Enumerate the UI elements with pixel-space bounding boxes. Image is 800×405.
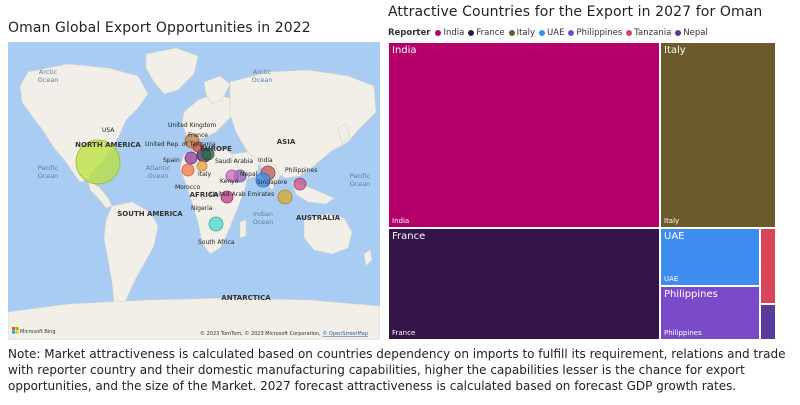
bubble-kenya[interactable] — [225, 169, 239, 183]
map-visual[interactable]: Arctic Ocean Arctic Ocean Pacific Ocean Atl… — [8, 42, 380, 340]
tile-label: Philippines — [664, 289, 718, 300]
tile-label: France — [392, 231, 426, 242]
region-label-north-america: NORTH AMERICA — [75, 141, 141, 149]
bubble-nigeria[interactable] — [220, 190, 234, 204]
tile-sublabel: France — [392, 329, 416, 337]
country-label-france: France — [188, 132, 208, 139]
map-attribution: © 2023 TomTom, © 2023 Microsoft Corporat… — [200, 330, 368, 337]
country-label-united-kingdom: United Kingdom — [168, 122, 216, 129]
ocean-label-arctic-1: Arctic Ocean — [38, 68, 59, 84]
land-scandinavia — [203, 75, 231, 105]
legend-item-philippines[interactable]: Philippines — [568, 28, 622, 38]
country-label-uae: United Arab Emirates — [210, 191, 274, 198]
legend-dot — [468, 30, 475, 36]
country-label-spain: Spain — [163, 157, 180, 164]
tile-uae[interactable]: UAE UAE — [660, 228, 760, 286]
land-asia — [229, 69, 377, 179]
tile-philippines[interactable]: Philippines Philippines — [660, 286, 760, 340]
region-label-africa: AFRICA — [190, 191, 219, 199]
tile-label: India — [392, 45, 417, 56]
openstreetmap-link[interactable]: © OpenStreetMap — [322, 330, 368, 337]
legend-item-uae[interactable]: UAE — [539, 28, 564, 38]
ocean-label-pacific-1: Pacific Ocean — [38, 164, 59, 180]
bing-logo: Microsoft Bing — [12, 327, 56, 335]
bubble-philippines[interactable] — [293, 177, 307, 191]
country-label-nigeria: Nigeria — [191, 205, 213, 212]
treemap-legend: Reporter India France Italy UAE Philippi… — [388, 28, 712, 38]
land-south-america — [103, 201, 159, 313]
legend-item-france[interactable]: France — [468, 28, 505, 38]
country-label-india: India — [258, 157, 273, 164]
treemap-title: Attractive Countries for the Export in 2… — [388, 4, 763, 20]
tile-sublabel: Italy — [664, 217, 680, 225]
land-australia — [303, 213, 353, 255]
ocean-label-indian: Indian Ocean — [253, 210, 274, 226]
legend-item-nepal[interactable]: Nepal — [675, 28, 708, 38]
bubble-italy[interactable] — [196, 160, 208, 172]
land-madagascar — [239, 219, 247, 239]
tile-label: UAE — [664, 231, 685, 242]
land-japan — [337, 123, 351, 145]
country-label-tanzania: United Rep. of Tanzania — [145, 141, 216, 148]
bubble-usa[interactable] — [75, 139, 121, 185]
legend-dot — [568, 30, 575, 36]
svg-text:Microsoft Bing: Microsoft Bing — [20, 329, 56, 335]
bubble-spain[interactable] — [184, 151, 198, 165]
ocean-label-atlantic: Atlantic Ocean — [146, 164, 171, 180]
bubble-south-africa[interactable] — [208, 216, 224, 232]
bubble-singapore[interactable] — [277, 189, 293, 205]
treemap-visual[interactable]: India India Italy Italy France France UA… — [388, 42, 776, 340]
country-label-morocco: Morocco — [175, 184, 200, 191]
region-label-antarctica: ANTARCTICA — [221, 294, 271, 302]
country-label-philippines: Philippines — [285, 167, 317, 174]
land-central-america — [87, 179, 113, 209]
ocean-label-pacific-2: Pacific Ocean — [350, 172, 371, 188]
tile-sublabel: Philippines — [664, 329, 702, 337]
legend-title: Reporter — [388, 28, 431, 38]
legend-dot — [435, 30, 442, 36]
region-label-asia: ASIA — [277, 138, 296, 146]
country-label-singapore: Singapore — [257, 179, 288, 186]
tile-label: Italy — [664, 45, 686, 56]
land-antarctica — [8, 297, 380, 340]
country-label-kenya: Kenya — [220, 178, 239, 185]
legend-item-italy[interactable]: Italy — [508, 28, 535, 38]
tile-france[interactable]: France France — [388, 228, 660, 340]
region-label-europe: EUROPE — [200, 145, 232, 153]
land-new-zealand — [363, 249, 373, 267]
region-label-australia: AUSTRALIA — [296, 214, 341, 222]
legend-dot — [675, 30, 682, 36]
legend-dot — [626, 30, 633, 36]
legend-dot — [539, 30, 546, 36]
tile-nepal[interactable] — [760, 304, 776, 340]
ocean-label-arctic-2: Arctic Ocean — [252, 68, 273, 84]
country-label-nepal: Nepal — [240, 171, 258, 178]
country-label-south-africa: South Africa — [198, 239, 235, 246]
map-title: Oman Global Export Opportunities in 2022 — [8, 20, 311, 36]
tile-tanzania[interactable] — [760, 228, 776, 304]
legend-item-india[interactable]: India — [435, 28, 464, 38]
legend-dot — [508, 30, 515, 36]
bubble-tanzania[interactable] — [192, 141, 204, 153]
tile-india[interactable]: India India — [388, 42, 660, 228]
bubble-morocco[interactable] — [181, 163, 195, 177]
country-label-italy: Italy — [198, 171, 211, 178]
tile-italy[interactable]: Italy Italy — [660, 42, 776, 228]
country-label-usa: USA — [102, 127, 115, 134]
bubble-uae[interactable] — [255, 172, 271, 188]
footnote: Note: Market attractiveness is calculate… — [8, 347, 786, 393]
world-map[interactable]: Arctic Ocean Arctic Ocean Pacific Ocean Atl… — [8, 42, 380, 340]
bubble-saudi-arabia[interactable] — [201, 147, 215, 161]
land-greenland — [145, 47, 199, 95]
tile-sublabel: UAE — [664, 275, 679, 283]
region-label-south-america: SOUTH AMERICA — [117, 210, 183, 218]
legend-item-tanzania[interactable]: Tanzania — [626, 28, 671, 38]
country-label-saudi-arabia: Saudi Arabia — [215, 158, 253, 165]
tile-sublabel: India — [392, 217, 410, 225]
